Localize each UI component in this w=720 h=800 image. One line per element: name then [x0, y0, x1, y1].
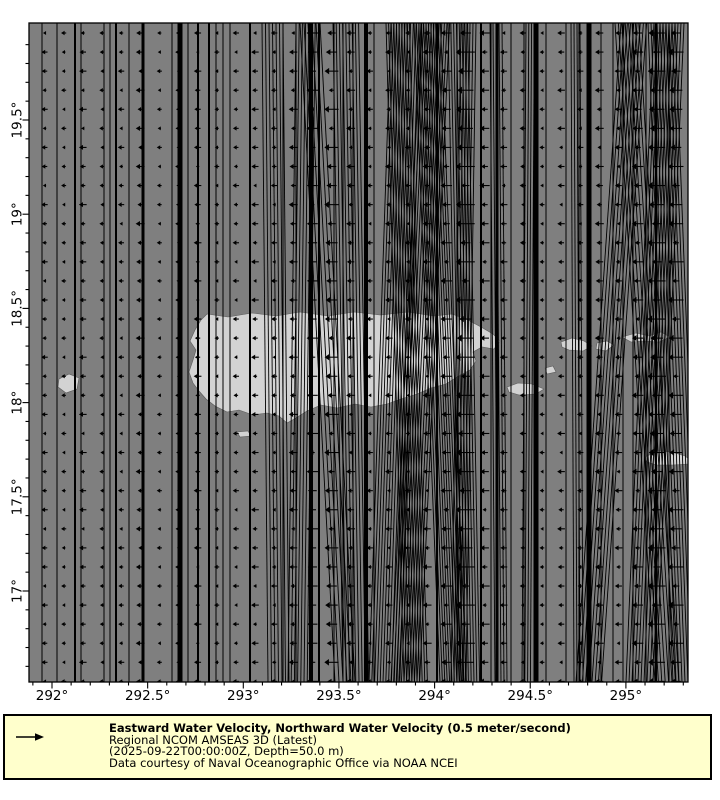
y-tick-label: 18.5° — [10, 290, 26, 327]
y-tick-label: 17° — [10, 579, 26, 603]
legend-box: Eastward Water Velocity, Northward Water… — [3, 714, 712, 780]
x-tick-label: 292.5° — [125, 688, 170, 704]
x-tick-label: 292° — [36, 688, 69, 704]
island-mona-island — [57, 373, 80, 394]
streamlines-layer — [41, 23, 688, 682]
reference-vector-arrow-icon — [16, 733, 44, 741]
x-tick-label: 293° — [227, 688, 260, 704]
legend-dataset: Regional NCOM AMSEAS 3D (Latest) — [109, 732, 318, 747]
y-tick-label: 19° — [10, 202, 26, 226]
legend-title: Eastward Water Velocity, Northward Water… — [109, 721, 571, 735]
arrows-layer — [41, 29, 684, 682]
x-tick-label: 294° — [418, 688, 451, 704]
y-tick-label: 17.5° — [10, 478, 26, 515]
y-axis: 19.5° 19° 18.5° 18° 17.5° 17° — [10, 44, 29, 667]
x-tick-label: 295° — [610, 688, 643, 704]
map-layers — [29, 23, 688, 682]
y-tick-label: 18° — [10, 391, 26, 415]
legend-attribution: Data courtesy of Naval Oceanographic Off… — [109, 755, 458, 770]
x-axis: 292° 292.5° 293° 293.5° 294° 294.5° 295° — [32, 682, 684, 704]
x-tick-label: 293.5° — [316, 688, 361, 704]
y-tick-label: 19.5° — [10, 102, 26, 139]
legend-text: Eastward Water Velocity, Northward Water… — [109, 721, 571, 770]
velocity-map-plot: 292° 292.5° 293° 293.5° 294° 294.5° 295°19.5°1… — [10, 22, 689, 704]
legend-time-depth: (2025-09-22T00:00:00Z, Depth=50.0 m) — [109, 744, 344, 758]
x-tick-label: 294.5° — [508, 688, 553, 704]
